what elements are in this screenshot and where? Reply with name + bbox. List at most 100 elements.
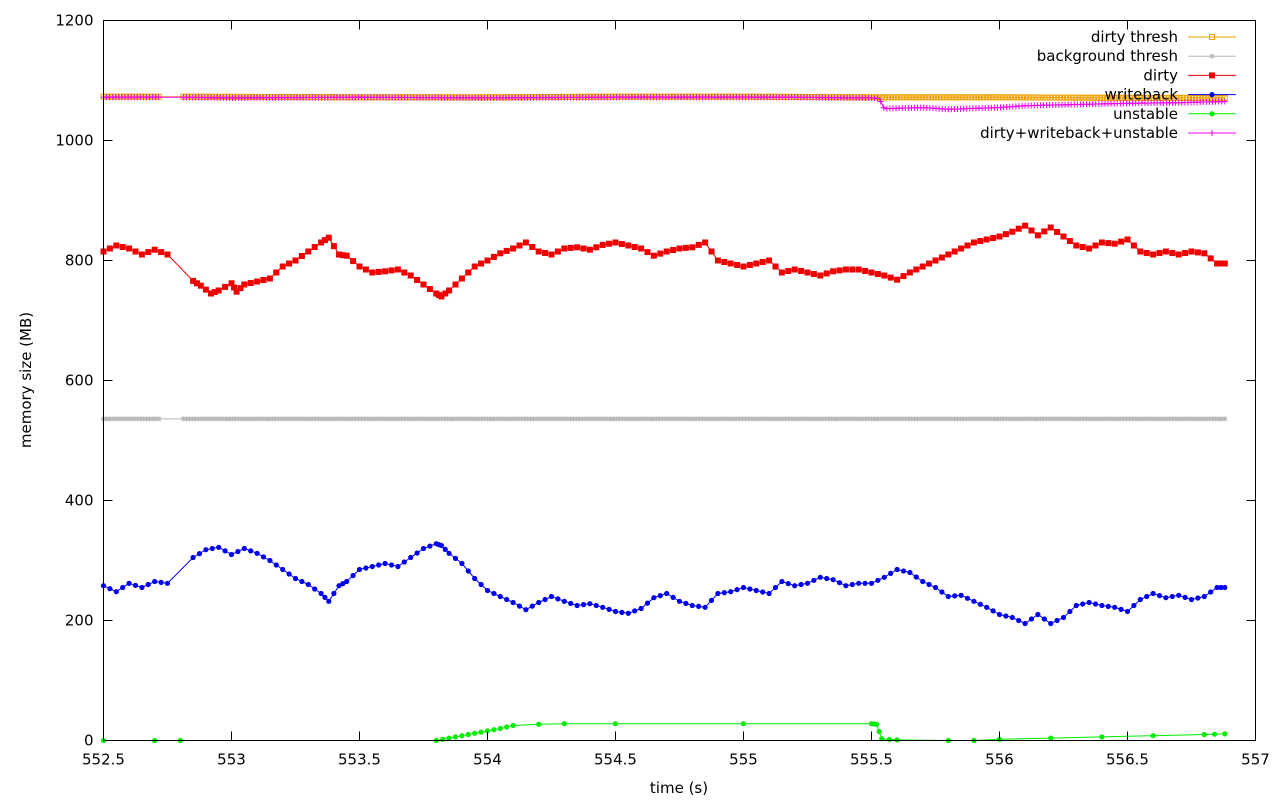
data-point xyxy=(977,238,984,244)
data-point xyxy=(785,268,792,274)
data-point xyxy=(1197,416,1203,422)
data-point xyxy=(875,416,881,422)
data-point xyxy=(164,251,171,258)
data-point xyxy=(452,555,459,562)
data-point xyxy=(503,247,510,254)
data-point xyxy=(1151,416,1157,422)
data-point xyxy=(494,416,500,422)
data-point xyxy=(1195,595,1201,601)
y-tick-label: 1200 xyxy=(55,12,93,30)
data-point xyxy=(1012,94,1019,101)
data-point xyxy=(1096,416,1102,422)
data-point xyxy=(1007,416,1013,422)
data-point xyxy=(979,94,986,101)
data-point xyxy=(1054,229,1061,235)
data-point xyxy=(758,416,764,422)
data-point xyxy=(1154,416,1160,422)
data-point xyxy=(190,416,196,422)
data-point xyxy=(1133,416,1139,422)
data-point xyxy=(1080,416,1086,422)
data-point xyxy=(442,290,449,297)
data-point xyxy=(761,416,767,422)
data-point xyxy=(881,272,888,279)
data-point xyxy=(1182,594,1188,601)
data-point xyxy=(435,416,441,422)
data-point xyxy=(798,581,804,588)
data-point xyxy=(644,600,651,606)
y-tick-label: 1000 xyxy=(55,132,93,150)
data-point xyxy=(920,94,927,101)
data-point xyxy=(478,260,485,267)
data-point xyxy=(727,260,734,267)
data-point xyxy=(331,590,337,597)
data-point xyxy=(730,416,736,422)
data-point xyxy=(484,587,491,594)
data-point xyxy=(752,416,758,422)
data-point xyxy=(583,416,589,422)
data-point xyxy=(939,416,945,422)
data-point xyxy=(1089,94,1096,101)
data-point xyxy=(623,416,629,422)
data-point xyxy=(734,262,741,268)
data-point xyxy=(913,266,920,273)
data-point xyxy=(280,566,286,573)
data-point xyxy=(398,416,404,422)
data-point xyxy=(180,416,186,422)
y-tick-label: 800 xyxy=(65,252,94,270)
data-point xyxy=(746,262,753,268)
data-point xyxy=(377,416,383,422)
data-point xyxy=(472,575,478,582)
data-point xyxy=(952,593,958,599)
data-point xyxy=(625,610,631,616)
data-point xyxy=(202,416,208,422)
data-point xyxy=(235,548,241,555)
data-point xyxy=(346,416,352,422)
x-tick-label: 554.5 xyxy=(594,751,637,769)
data-point xyxy=(1105,603,1111,610)
data-point xyxy=(929,94,936,101)
data-point xyxy=(721,259,728,265)
data-point xyxy=(1067,608,1073,615)
data-point xyxy=(1046,94,1053,101)
data-point xyxy=(1093,416,1099,422)
data-point xyxy=(721,416,727,422)
data-point xyxy=(702,604,708,610)
data-point xyxy=(276,416,282,422)
data-point xyxy=(983,236,990,243)
data-point xyxy=(887,416,893,422)
data-point xyxy=(635,416,641,422)
data-point xyxy=(567,416,573,422)
data-point xyxy=(1054,617,1060,624)
data-point xyxy=(868,580,875,586)
data-point xyxy=(371,416,377,422)
legend-swatch-marker xyxy=(1209,111,1215,117)
data-point xyxy=(524,416,530,422)
data-point xyxy=(465,269,472,276)
data-point xyxy=(1066,238,1073,244)
data-point xyxy=(239,416,245,422)
data-point xyxy=(1179,416,1185,422)
data-point xyxy=(359,416,365,422)
data-point xyxy=(356,263,363,270)
data-point xyxy=(580,416,586,422)
data-point xyxy=(822,416,828,422)
data-point xyxy=(1060,233,1067,240)
data-point xyxy=(1166,416,1172,422)
data-point xyxy=(1120,94,1127,101)
data-point xyxy=(1148,416,1154,422)
data-point xyxy=(871,721,877,727)
data-point xyxy=(481,416,487,422)
data-point xyxy=(650,416,656,422)
data-point xyxy=(700,416,706,422)
data-point xyxy=(876,728,882,735)
data-point xyxy=(690,416,696,422)
data-point xyxy=(153,416,159,422)
data-point xyxy=(376,562,382,568)
data-point xyxy=(1222,731,1228,737)
data-point xyxy=(260,554,267,560)
data-point xyxy=(595,416,601,422)
legend-label: dirty xyxy=(1143,66,1178,84)
data-point xyxy=(1041,416,1047,422)
data-point xyxy=(1209,416,1215,422)
data-point xyxy=(1016,416,1022,422)
